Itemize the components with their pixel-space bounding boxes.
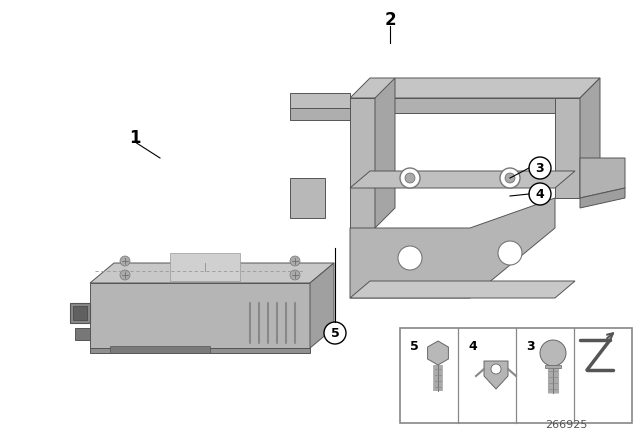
Polygon shape [110,346,210,353]
Bar [400,328,632,423]
Circle shape [400,168,420,188]
Bar [170,253,240,281]
Circle shape [120,270,130,280]
Polygon shape [75,328,90,340]
Text: |: | [204,263,207,271]
Circle shape [405,173,415,183]
Polygon shape [375,78,395,228]
Circle shape [324,322,346,344]
Polygon shape [580,188,625,208]
Polygon shape [70,303,90,323]
Text: 4: 4 [468,340,477,353]
Text: 1: 1 [129,129,141,147]
Text: 5: 5 [410,340,419,353]
Bar [545,365,561,368]
Polygon shape [484,361,508,389]
Circle shape [120,256,130,266]
Polygon shape [350,281,575,298]
Polygon shape [350,171,575,188]
Polygon shape [90,283,310,348]
Polygon shape [90,263,334,283]
Text: 4: 4 [536,188,545,201]
Text: 5: 5 [331,327,339,340]
Circle shape [290,270,300,280]
Polygon shape [350,98,580,113]
Text: 2: 2 [384,11,396,29]
Polygon shape [350,98,375,228]
Polygon shape [580,78,600,198]
Polygon shape [290,108,350,120]
Polygon shape [350,198,555,298]
Circle shape [540,340,566,366]
Circle shape [529,183,551,205]
Text: 3: 3 [526,340,534,353]
Circle shape [529,157,551,179]
Circle shape [290,256,300,266]
Polygon shape [90,348,310,353]
Polygon shape [310,263,334,348]
Text: 266925: 266925 [545,420,588,430]
Polygon shape [350,78,600,98]
Polygon shape [555,98,580,198]
Circle shape [498,241,522,265]
Polygon shape [73,306,87,320]
Text: 3: 3 [536,161,544,175]
Circle shape [491,364,501,374]
Circle shape [500,168,520,188]
Circle shape [505,173,515,183]
Polygon shape [290,93,350,108]
Polygon shape [290,178,325,218]
Circle shape [398,246,422,270]
Polygon shape [580,158,625,198]
